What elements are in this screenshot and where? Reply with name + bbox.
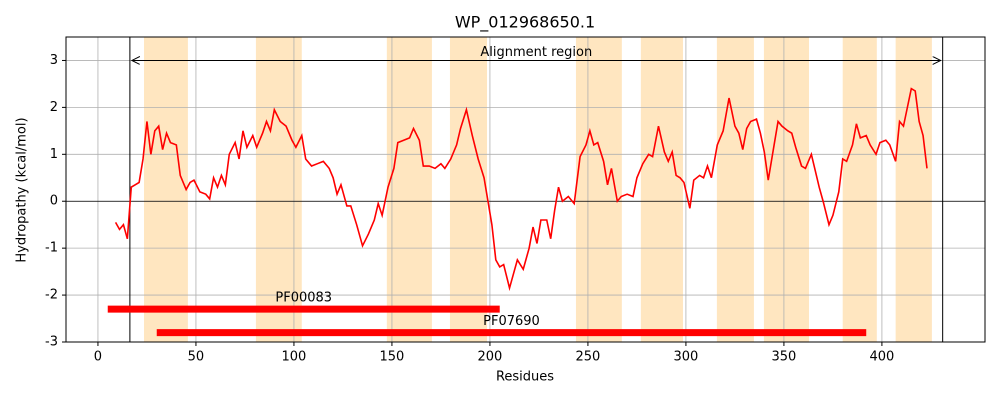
y-tick-label: 3 [50, 53, 58, 68]
tm-region [716, 37, 754, 342]
x-tick-label: 50 [188, 350, 205, 365]
x-tick-label: 0 [94, 350, 102, 365]
y-tick-label: 2 [50, 100, 58, 115]
y-tick-label: -2 [45, 288, 58, 303]
x-tick-label: 350 [771, 350, 796, 365]
y-tick-label: 1 [50, 147, 58, 162]
alignment-label: Alignment region [480, 45, 592, 60]
tm-region [895, 37, 932, 342]
x-tick-label: 200 [478, 350, 503, 365]
tm-region [763, 37, 810, 342]
y-axis-label: Hydropathy (kcal/mol) [15, 117, 30, 262]
y-tick-label: 0 [50, 194, 58, 209]
y-tick-label: -1 [45, 241, 58, 256]
x-axis-label: Residues [496, 370, 554, 385]
domain-label: PF00083 [275, 291, 332, 306]
x-tick-label: 400 [869, 350, 894, 365]
tm-region [449, 37, 487, 342]
hydropathy-line [114, 87, 928, 292]
tm-region [144, 37, 188, 342]
x-tick-label: 100 [282, 350, 307, 365]
x-tick-label: 150 [380, 350, 405, 365]
x-tick-label: 250 [576, 350, 601, 365]
tm-region [842, 37, 877, 342]
tm-region [640, 37, 683, 342]
y-tick-label: -3 [45, 335, 58, 350]
x-tick-label: 300 [674, 350, 699, 365]
tm-region [575, 37, 622, 342]
plot-frame [65, 36, 986, 343]
domain-label: PF07690 [483, 314, 540, 329]
tm-region [386, 37, 432, 342]
chart-title: WP_012968650.1 [455, 13, 595, 33]
